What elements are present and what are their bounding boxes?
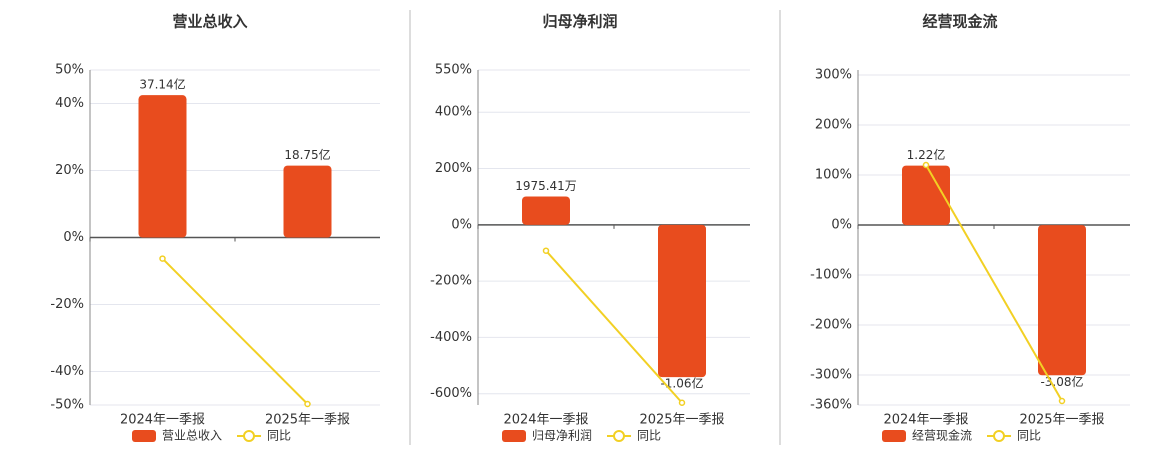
line — [925, 164, 1063, 402]
legend-swatch — [993, 430, 1005, 442]
y-tick-label: -360% — [810, 398, 852, 413]
y-tick-label: -20% — [50, 297, 84, 312]
y-tick-label: 40% — [55, 96, 84, 111]
line — [161, 257, 309, 405]
legend-label: 营业总收入 — [162, 429, 222, 443]
x-tick-label: 2025年一季报 — [1019, 413, 1104, 428]
value-label: 1.22亿 — [907, 147, 946, 162]
chart-title: 归母净利润 — [542, 13, 617, 31]
chart-title: 营业总收入 — [172, 13, 247, 31]
value-label: -1.06亿 — [660, 376, 703, 391]
legend-swatch — [502, 430, 526, 442]
y-tick-label: 50% — [55, 63, 84, 78]
bar — [522, 196, 570, 225]
legend-label: 同比 — [637, 429, 661, 443]
legend-label: 同比 — [267, 429, 291, 443]
bar — [283, 165, 332, 238]
y-tick-label: 300% — [815, 68, 852, 83]
y-tick-label: 0% — [831, 218, 852, 233]
value-label: -3.08亿 — [1040, 374, 1083, 389]
legend-swatch — [882, 430, 906, 442]
legend-swatch — [243, 430, 255, 442]
x-tick-label: 2024年一季报 — [120, 413, 205, 428]
y-tick-label: -300% — [810, 368, 852, 383]
y-tick-label: -40% — [50, 364, 84, 379]
y-tick-label: -200% — [810, 318, 852, 333]
bar — [1038, 225, 1086, 376]
bar — [138, 95, 187, 238]
point — [304, 400, 311, 408]
x-tick-label: 2024年一季报 — [883, 413, 968, 428]
y-tick-label: 20% — [55, 163, 84, 178]
legend-label: 同比 — [1017, 429, 1041, 443]
x-tick-label: 2025年一季报 — [265, 413, 350, 428]
point — [1058, 397, 1066, 405]
chart-title: 经营现金流 — [922, 13, 997, 31]
x-tick-label: 2024年一季报 — [503, 413, 588, 428]
y-tick-label: 0% — [451, 217, 472, 232]
value-label: 1975.41万 — [515, 179, 577, 193]
value-label: 18.75亿 — [284, 147, 330, 162]
y-tick-label: 100% — [815, 168, 852, 183]
point — [678, 399, 686, 406]
y-tick-label: -50% — [50, 398, 84, 413]
y-tick-label: 200% — [815, 118, 852, 133]
y-tick-label: -400% — [430, 330, 472, 345]
y-tick-label: 200% — [435, 161, 472, 176]
bar — [658, 224, 706, 378]
point — [159, 255, 166, 262]
y-tick-label: 0% — [63, 230, 84, 245]
legend-label: 归母净利润 — [532, 429, 592, 443]
y-tick-label: 400% — [435, 105, 472, 120]
legend-swatch — [613, 430, 625, 442]
legend-label: 经营现金流 — [912, 428, 972, 443]
y-tick-label: -600% — [430, 386, 472, 401]
line — [545, 250, 683, 404]
y-tick-label: -100% — [810, 268, 852, 283]
y-tick-label: -200% — [430, 274, 472, 289]
legend-swatch — [132, 430, 156, 442]
value-label: 37.14亿 — [139, 77, 185, 92]
point — [542, 247, 550, 254]
x-tick-label: 2025年一季报 — [639, 413, 724, 428]
y-tick-label: 550% — [435, 63, 472, 78]
point — [922, 161, 930, 169]
bar — [902, 165, 950, 226]
